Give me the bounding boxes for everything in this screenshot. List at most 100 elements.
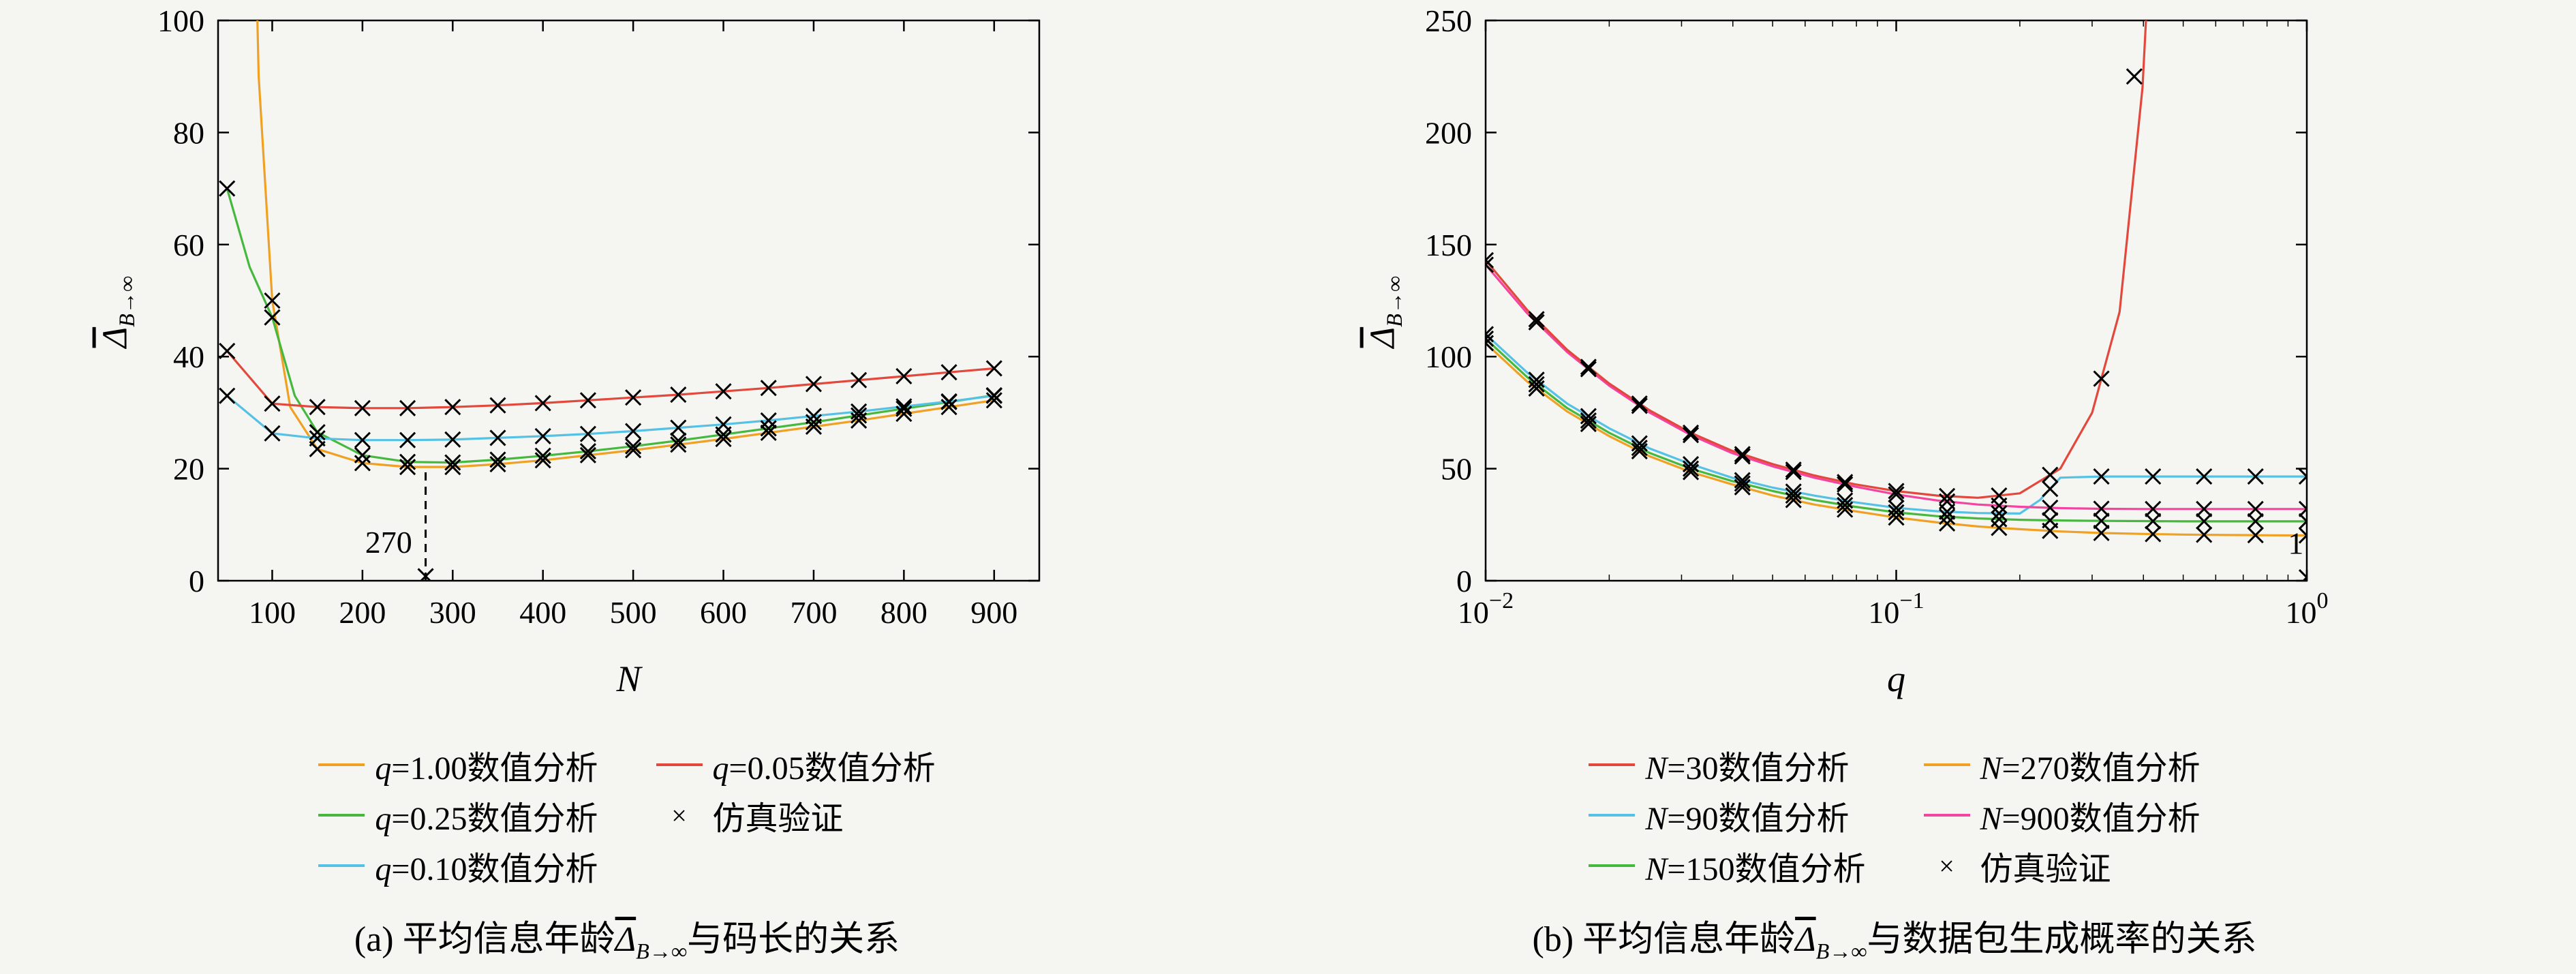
legend-column: N=270数值分析 N=900数值分析 × 仿真验证 xyxy=(1923,740,2201,891)
legend-column: N=30数值分析 N=90数值分析 N=150数值分析 xyxy=(1589,740,1866,891)
x-tick-label: 100 xyxy=(2286,588,2329,630)
legend-label: q=0.10数值分析 xyxy=(375,851,598,887)
series-line xyxy=(256,20,996,468)
sim-marker xyxy=(2298,500,2307,517)
caption-b-prefix: (b) 平均信息年龄 xyxy=(1532,920,1796,959)
sim-marker xyxy=(1528,314,1545,331)
plot-border xyxy=(1484,19,2308,582)
sim-marker xyxy=(895,400,913,417)
sim-marker xyxy=(2196,500,2213,517)
sim-marker xyxy=(2042,522,2059,539)
delta-bar-subscript: B→∞ xyxy=(114,275,139,327)
caption-a-suffix: 与码长的关系 xyxy=(687,920,900,959)
x-tick-label: 500 xyxy=(610,595,657,630)
sim-marker xyxy=(444,459,461,476)
legend-entry: q=0.10数值分析 xyxy=(318,840,598,891)
y-tick-label: 100 xyxy=(1425,339,1472,374)
legend-line-swatch xyxy=(1923,814,1970,817)
chart-b-caption: (b) 平均信息年龄ΔB→∞与数据包生成概率的关系 xyxy=(1390,910,2399,964)
sim-marker xyxy=(1683,460,1700,477)
sim-marker xyxy=(399,431,416,448)
sim-marker xyxy=(1631,435,1648,452)
chart-b-y-axis-label: ΔB→∞ xyxy=(1363,276,1407,348)
sim-marker xyxy=(670,436,687,453)
sim-marker xyxy=(1528,380,1545,397)
sim-marker xyxy=(985,387,1002,404)
sim-marker xyxy=(1939,487,1956,504)
sim-marker xyxy=(2145,526,2162,543)
sim-marker xyxy=(805,414,823,431)
sim-marker xyxy=(1580,415,1597,433)
sim-marker xyxy=(2093,513,2110,530)
sim-marker xyxy=(1785,463,1802,481)
sim-marker xyxy=(2247,468,2264,485)
delta-bar-subscript: B→∞ xyxy=(1382,275,1407,327)
sim-marker xyxy=(579,392,596,409)
sim-marker xyxy=(940,399,957,416)
sim-marker xyxy=(219,387,236,404)
sim-marker xyxy=(1734,446,1751,463)
sim-marker xyxy=(625,423,642,440)
caption-a-prefix: (a) 平均信息年龄 xyxy=(354,920,615,959)
x-tick-label: 200 xyxy=(339,595,386,630)
delta-bar-symbol: Δ xyxy=(1363,326,1402,348)
x-tick-label: 400 xyxy=(519,595,566,630)
sim-marker xyxy=(264,425,281,442)
delta-bar-symbol: Δ xyxy=(1795,920,1816,959)
sim-marker xyxy=(2247,500,2264,517)
sim-marker xyxy=(1580,361,1597,378)
x-axis-label: N xyxy=(615,658,643,699)
sim-marker xyxy=(985,360,1002,377)
sim-marker xyxy=(2247,527,2264,544)
legend-label: N=30数值分析 xyxy=(1645,750,1850,787)
x-tick-label: 900 xyxy=(970,595,1017,630)
sim-marker xyxy=(399,399,416,416)
legend-entry: N=270数值分析 xyxy=(1923,740,2201,790)
sim-marker xyxy=(1734,472,1751,489)
sim-marker-icon: × xyxy=(671,800,687,831)
sim-marker xyxy=(534,395,551,412)
legend-line-swatch xyxy=(318,763,365,766)
chart-a-y-axis-label: ΔB→∞ xyxy=(95,276,140,348)
delta-bar-subscript: B→∞ xyxy=(1815,939,1867,964)
x-tick-label: 800 xyxy=(880,595,927,630)
sim-marker xyxy=(2093,524,2110,542)
sim-marker xyxy=(1888,504,1905,521)
sim-marker-icon: × xyxy=(1939,850,1954,881)
sim-marker xyxy=(1631,442,1648,460)
sim-marker xyxy=(1528,311,1545,328)
sim-marker xyxy=(1486,256,1494,273)
y-tick-label: 200 xyxy=(1425,115,1472,150)
sim-marker xyxy=(850,371,868,389)
sim-marker xyxy=(219,342,236,360)
sim-marker xyxy=(2196,513,2213,530)
legend-label: N=150数值分析 xyxy=(1645,851,1866,887)
panel-b: 10−2 10−1 100 0 50 100 150 200 250 1 q ΔB→∞ N=30数值… xyxy=(1288,0,2576,974)
series-line xyxy=(226,187,996,464)
sim-marker xyxy=(354,399,371,416)
sim-marker xyxy=(1734,475,1751,492)
sim-marker-group xyxy=(219,180,1002,581)
sim-marker xyxy=(1683,455,1700,473)
sim-marker xyxy=(1939,493,1956,510)
sim-marker xyxy=(1785,483,1802,500)
legend-line-swatch xyxy=(1589,814,1636,817)
legend-label: q=0.25数值分析 xyxy=(375,801,598,837)
sim-marker xyxy=(1939,515,1956,532)
caption-b-suffix: 与数据包生成概率的关系 xyxy=(1867,920,2257,959)
series-line xyxy=(1486,20,2147,499)
sim-marker xyxy=(1631,440,1648,457)
sim-marker xyxy=(715,416,732,433)
sim-marker xyxy=(985,392,1002,409)
sim-marker xyxy=(2298,513,2307,530)
sim-marker xyxy=(489,397,506,414)
legend-entry: q=0.25数值分析 xyxy=(318,790,598,840)
sim-marker xyxy=(625,438,642,455)
sim-marker xyxy=(489,429,506,446)
sim-marker xyxy=(1683,463,1700,481)
sim-marker xyxy=(444,431,461,448)
legend-entry: N=30数值分析 xyxy=(1589,740,1865,790)
sim-marker xyxy=(670,386,687,404)
sim-marker xyxy=(2145,500,2162,517)
